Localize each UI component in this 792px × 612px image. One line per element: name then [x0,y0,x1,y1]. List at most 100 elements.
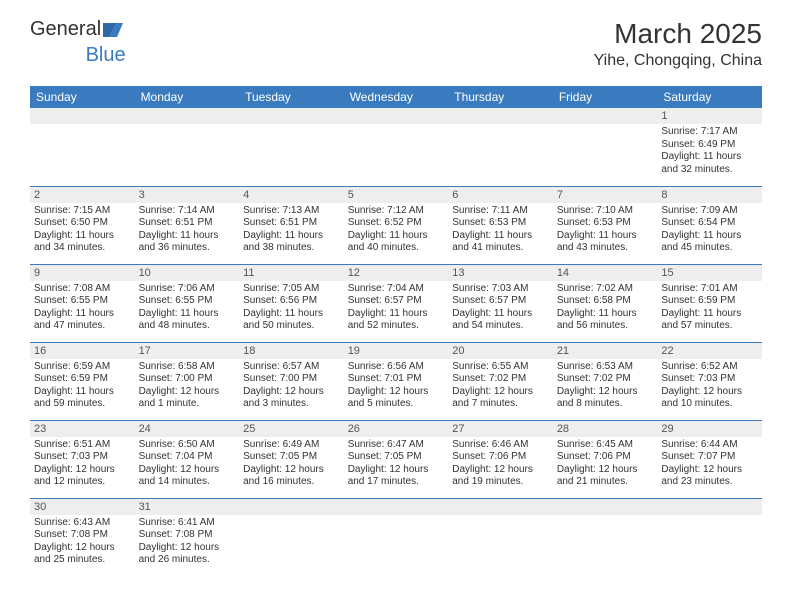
week-row: 23Sunrise: 6:51 AMSunset: 7:03 PMDayligh… [30,420,762,498]
daylight-text: Daylight: 12 hours and 25 minutes. [34,542,131,567]
day-number: 28 [553,421,658,437]
day-number: 4 [239,187,344,203]
daylight-text: Daylight: 11 hours and 36 minutes. [139,230,236,255]
day-number: 9 [30,265,135,281]
day-number: 2 [30,187,135,203]
day-content [135,124,240,130]
day-number: 1 [657,108,762,124]
day-cell: 7Sunrise: 7:10 AMSunset: 6:53 PMDaylight… [553,186,658,264]
daylight-text: Daylight: 11 hours and 38 minutes. [243,230,340,255]
day-cell [344,498,449,576]
day-content: Sunrise: 6:53 AMSunset: 7:02 PMDaylight:… [553,359,658,415]
title-block: March 2025 Yihe, Chongqing, China [594,18,762,70]
sunset-text: Sunset: 6:56 PM [243,295,340,308]
day-content [553,124,658,130]
day-number: 11 [239,265,344,281]
day-content: Sunrise: 6:50 AMSunset: 7:04 PMDaylight:… [135,437,240,493]
day-content: Sunrise: 6:46 AMSunset: 7:06 PMDaylight:… [448,437,553,493]
sunset-text: Sunset: 6:54 PM [661,217,758,230]
day-content [448,515,553,521]
day-content: Sunrise: 7:03 AMSunset: 6:57 PMDaylight:… [448,281,553,337]
day-number: 29 [657,421,762,437]
day-number: 8 [657,187,762,203]
daylight-text: Daylight: 12 hours and 23 minutes. [661,464,758,489]
day-number: 27 [448,421,553,437]
day-cell: 1Sunrise: 7:17 AMSunset: 6:49 PMDaylight… [657,108,762,186]
daylight-text: Daylight: 11 hours and 45 minutes. [661,230,758,255]
sunset-text: Sunset: 7:08 PM [34,529,131,542]
day-cell: 3Sunrise: 7:14 AMSunset: 6:51 PMDaylight… [135,186,240,264]
sunrise-text: Sunrise: 6:45 AM [557,439,654,452]
day-number: 22 [657,343,762,359]
day-cell: 9 Sunrise: 7:08 AMSunset: 6:55 PMDaylight… [30,264,135,342]
logo-text-b: Blue [86,44,126,66]
day-number: 7 [553,187,658,203]
sunrise-text: Sunrise: 7:08 AM [34,283,131,296]
sunrise-text: Sunrise: 7:11 AM [452,205,549,218]
day-cell: 18Sunrise: 6:57 AMSunset: 7:00 PMDayligh… [239,342,344,420]
day-cell: 12Sunrise: 7:04 AMSunset: 6:57 PMDayligh… [344,264,449,342]
sunrise-text: Sunrise: 6:59 AM [34,361,131,374]
sunrise-text: Sunrise: 6:46 AM [452,439,549,452]
day-cell [448,108,553,186]
sunrise-text: Sunrise: 7:15 AM [34,205,131,218]
sunrise-text: Sunrise: 7:04 AM [348,283,445,296]
sunrise-text: Sunrise: 7:03 AM [452,283,549,296]
sunrise-text: Sunrise: 6:47 AM [348,439,445,452]
sunset-text: Sunset: 7:00 PM [243,373,340,386]
day-number [448,499,553,515]
daylight-text: Daylight: 12 hours and 10 minutes. [661,386,758,411]
daylight-text: Daylight: 11 hours and 43 minutes. [557,230,654,255]
flag-icon [103,21,125,39]
day-content: Sunrise: 7:02 AMSunset: 6:58 PMDaylight:… [553,281,658,337]
day-number: 26 [344,421,449,437]
daylight-text: Daylight: 12 hours and 12 minutes. [34,464,131,489]
day-cell: 2Sunrise: 7:15 AMSunset: 6:50 PMDaylight… [30,186,135,264]
day-content: Sunrise: 6:59 AMSunset: 6:59 PMDaylight:… [30,359,135,415]
day-content: Sunrise: 6:57 AMSunset: 7:00 PMDaylight:… [239,359,344,415]
day-cell [135,108,240,186]
day-content [239,515,344,521]
daylight-text: Daylight: 11 hours and 47 minutes. [34,308,131,333]
sunrise-text: Sunrise: 7:05 AM [243,283,340,296]
day-content: Sunrise: 7:05 AMSunset: 6:56 PMDaylight:… [239,281,344,337]
day-content [30,124,135,130]
sunset-text: Sunset: 7:01 PM [348,373,445,386]
day-content: Sunrise: 7:13 AMSunset: 6:51 PMDaylight:… [239,203,344,259]
sunset-text: Sunset: 6:53 PM [557,217,654,230]
weekday-header: Monday [135,86,240,108]
sunset-text: Sunset: 6:50 PM [34,217,131,230]
daylight-text: Daylight: 12 hours and 21 minutes. [557,464,654,489]
weekday-header: Friday [553,86,658,108]
daylight-text: Daylight: 12 hours and 17 minutes. [348,464,445,489]
day-content: Sunrise: 7:10 AMSunset: 6:53 PMDaylight:… [553,203,658,259]
daylight-text: Daylight: 11 hours and 48 minutes. [139,308,236,333]
day-number: 30 [30,499,135,515]
daylight-text: Daylight: 12 hours and 14 minutes. [139,464,236,489]
day-content: Sunrise: 6:55 AMSunset: 7:02 PMDaylight:… [448,359,553,415]
location: Yihe, Chongqing, China [594,52,762,70]
sunrise-text: Sunrise: 7:10 AM [557,205,654,218]
day-cell: 6Sunrise: 7:11 AMSunset: 6:53 PMDaylight… [448,186,553,264]
day-content: Sunrise: 7:17 AMSunset: 6:49 PMDaylight:… [657,124,762,180]
week-row: 2 Sunrise: 7:15 AMSunset: 6:50 PM Daylight… [30,186,762,264]
sunset-text: Sunset: 6:55 PM [34,295,131,308]
daylight-text: Daylight: 11 hours and 54 minutes. [452,308,549,333]
daylight-text: Daylight: 11 hours and 40 minutes. [348,230,445,255]
day-cell [239,108,344,186]
day-cell: 15Sunrise: 7:01 AMSunset: 6:59 PMDayligh… [657,264,762,342]
day-number: 23 [30,421,135,437]
weekday-header: Saturday [657,86,762,108]
day-cell: 8Sunrise: 7:09 AMSunset: 6:54 PMDaylight… [657,186,762,264]
day-content: Sunrise: 7:12 AMSunset: 6:52 PMDaylight:… [344,203,449,259]
daylight-text: Daylight: 12 hours and 3 minutes. [243,386,340,411]
sunset-text: Sunset: 6:59 PM [661,295,758,308]
day-cell: 10Sunrise: 7:06 AMSunset: 6:55 PMDayligh… [135,264,240,342]
logo-text-b-wrap: GenerBlue [30,44,126,67]
day-content: Sunrise: 6:41 AMSunset: 7:08 PMDaylight:… [135,515,240,571]
day-content: Sunrise: 6:58 AMSunset: 7:00 PMDaylight:… [135,359,240,415]
day-number: 24 [135,421,240,437]
day-number [657,499,762,515]
daylight-text: Daylight: 12 hours and 26 minutes. [139,542,236,567]
day-cell: 14Sunrise: 7:02 AMSunset: 6:58 PMDayligh… [553,264,658,342]
